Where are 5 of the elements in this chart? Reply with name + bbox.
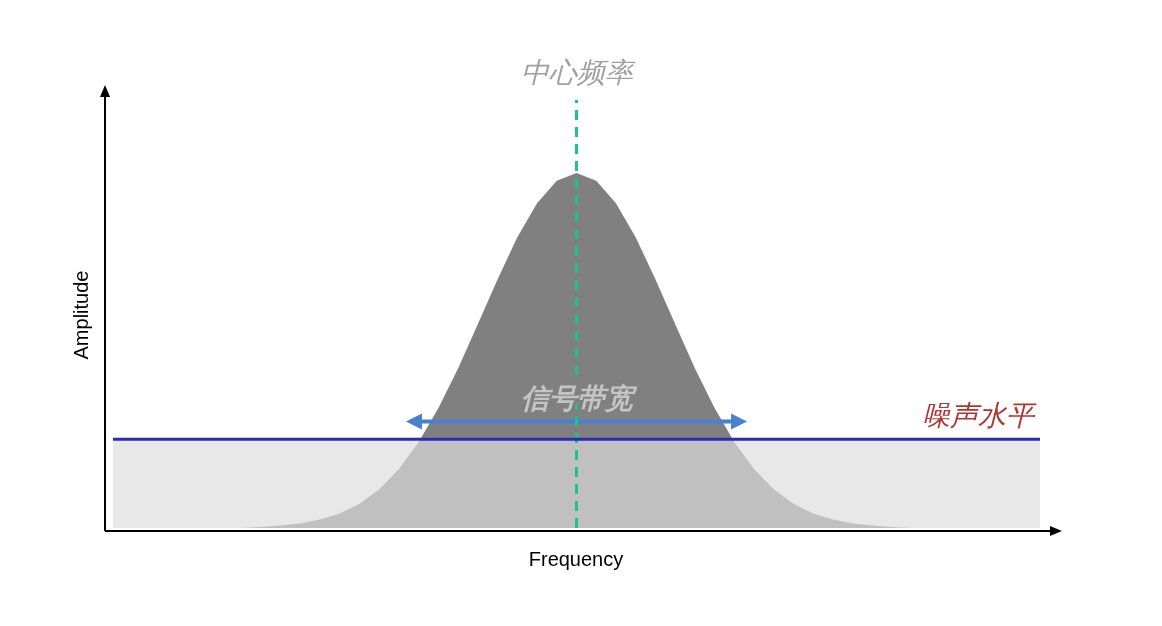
x-axis-title: Frequency xyxy=(528,548,624,570)
annotation: 信号带宽 xyxy=(520,381,638,415)
y-axis-title: Amplitude xyxy=(70,270,92,360)
ref-line-label: 噪声水平 xyxy=(922,399,1037,433)
text: 中心频率 xyxy=(520,56,636,89)
